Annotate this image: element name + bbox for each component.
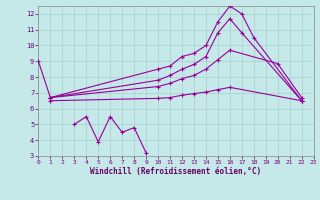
X-axis label: Windchill (Refroidissement éolien,°C): Windchill (Refroidissement éolien,°C): [91, 167, 261, 176]
